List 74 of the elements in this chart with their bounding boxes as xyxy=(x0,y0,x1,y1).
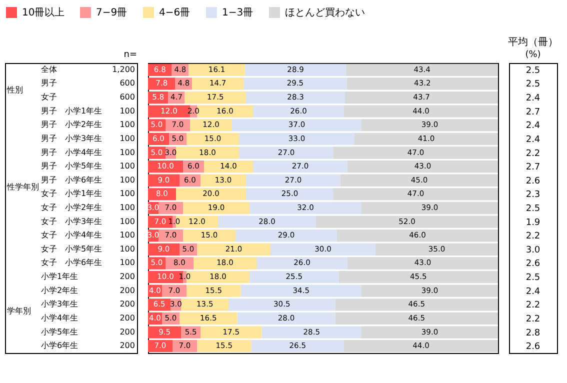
text: 100 xyxy=(120,106,135,116)
y-tick-label: 小学4年生 xyxy=(41,313,78,322)
text: 2.5 xyxy=(526,204,540,214)
y-tick-label: 女子 小学4年生 xyxy=(41,230,102,240)
y-tick-label: 男子 小学1年生 xyxy=(41,106,102,116)
text: 100 xyxy=(120,230,135,240)
text: 2.2 xyxy=(526,232,540,242)
text: 200 xyxy=(120,313,135,322)
y-tick-label: 女子 小学1年生 xyxy=(41,189,102,198)
text: 200 xyxy=(120,327,135,336)
text: 100 xyxy=(120,162,135,171)
legend-label: 7−9冊 xyxy=(96,8,128,19)
text: 1,200 xyxy=(112,64,135,74)
y-tick-label: 男子 小学5年生 xyxy=(41,162,102,171)
text: 100 xyxy=(120,175,135,184)
text: 1.9 xyxy=(526,218,540,228)
text: 100 xyxy=(120,216,135,226)
text: 100 xyxy=(120,189,135,198)
text: 2.6 xyxy=(526,342,540,352)
text: 2.4 xyxy=(526,134,540,145)
text: 2.2 xyxy=(526,314,540,324)
text: 600 xyxy=(120,92,135,102)
text: 100 xyxy=(120,134,135,143)
text: n= xyxy=(124,50,137,60)
y-tick-label: 小学2年生 xyxy=(41,286,78,295)
y-tick-label: 小学1年生 xyxy=(41,272,78,282)
text: 2.5 xyxy=(526,273,540,284)
text: 200 xyxy=(120,341,135,350)
y-tick-label: 小学5年生 xyxy=(41,327,78,336)
text: (%) xyxy=(525,50,541,60)
y-tick-label: 女子 小学6年生 xyxy=(41,258,102,268)
text: 学年別 xyxy=(7,306,31,316)
y-tick-label: 男子 xyxy=(41,78,57,88)
y-tick-label: 男子 小学6年生 xyxy=(41,175,102,184)
text: 2.5 xyxy=(526,66,540,76)
text: 200 xyxy=(120,272,135,282)
text: 2.2 xyxy=(526,148,540,159)
y-tick-label: 全体 xyxy=(41,64,57,74)
text: 2.8 xyxy=(526,328,540,338)
text: 2.4 xyxy=(526,94,540,104)
text: 平均（冊） xyxy=(508,36,558,48)
text: 200 xyxy=(120,300,135,309)
text: 2.6 xyxy=(526,259,540,270)
legend-label: ほとんど買わない xyxy=(285,8,365,19)
y-tick-label: 女子 小学2年生 xyxy=(41,203,102,212)
text: 性学年別 xyxy=(6,182,39,192)
text: 2.4 xyxy=(526,286,540,297)
y-tick-label: 小学6年生 xyxy=(41,341,78,350)
text: 2.3 xyxy=(526,190,540,200)
legend-label: 10冊以上 xyxy=(22,6,65,19)
y-tick-label: 女子 小学5年生 xyxy=(41,244,102,254)
text: 3.0 xyxy=(526,245,540,256)
y-tick-label: 男子 小学3年生 xyxy=(41,134,102,143)
text: 200 xyxy=(120,286,135,295)
text: 2.4 xyxy=(526,121,540,132)
text: 100 xyxy=(120,120,135,130)
text: 100 xyxy=(120,148,135,157)
text: 2.5 xyxy=(526,80,540,90)
y-tick-label: 小学3年生 xyxy=(41,300,78,309)
text: 100 xyxy=(120,244,135,254)
text: 2.6 xyxy=(526,176,540,186)
text: 100 xyxy=(120,258,135,268)
text: 2.7 xyxy=(526,162,540,173)
text: 2.2 xyxy=(526,300,540,311)
text: 性別 xyxy=(6,86,23,95)
text: 100 xyxy=(120,203,135,212)
y-tick-label: 男子 小学2年生 xyxy=(41,120,102,130)
y-tick-label: 男子 小学4年生 xyxy=(41,148,102,157)
legend-label: 1−3冊 xyxy=(222,8,254,19)
text: 600 xyxy=(120,78,135,88)
legend-label: 4−6冊 xyxy=(159,8,190,19)
y-tick-label: 女子 小学3年生 xyxy=(41,216,102,226)
y-tick-label: 女子 xyxy=(41,92,57,102)
text: 2.7 xyxy=(526,107,540,118)
